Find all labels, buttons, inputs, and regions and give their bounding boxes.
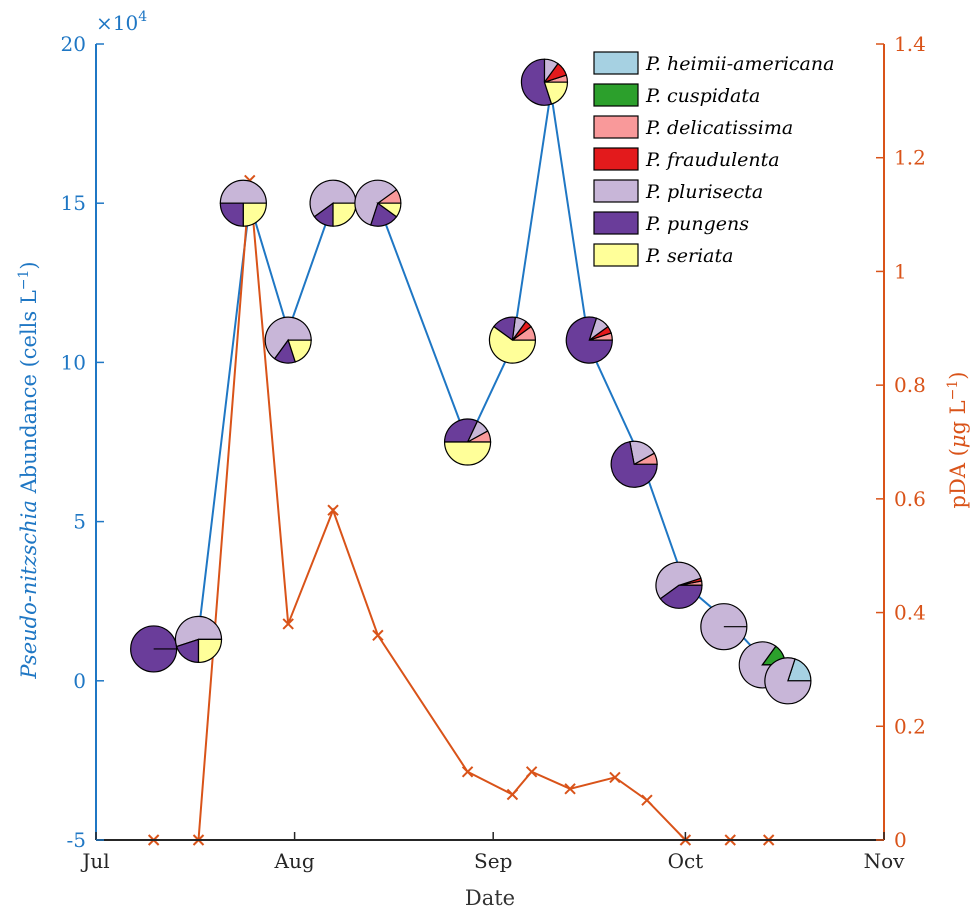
y-left-tick-label: -5 — [67, 828, 86, 852]
pie-slice — [197, 638, 223, 664]
y-right-tick-label: 1.4 — [894, 32, 926, 56]
y-left-tick-label: 0 — [73, 669, 86, 693]
species-pie — [488, 316, 537, 364]
legend: P. heimii-americana P. cuspidata P. delica… — [593, 51, 834, 267]
y-right-tick-label: 0.4 — [894, 601, 926, 625]
y-left-tick-label: 5 — [73, 510, 86, 534]
pda-marker — [327, 504, 339, 516]
y-right-tick-label: 0.6 — [894, 487, 926, 511]
y-right-tick-label: 1.2 — [894, 146, 926, 170]
legend-entry: P. delicatissima — [593, 115, 793, 139]
species-pie — [264, 316, 312, 364]
legend-swatch — [593, 243, 639, 267]
pie-slice — [219, 202, 244, 227]
x-tick-label: Jul — [80, 849, 109, 873]
species-pie — [174, 615, 223, 664]
pie-slice — [565, 316, 613, 364]
y-right-label: pDA (μg L−1) — [945, 372, 970, 509]
pie-slice — [287, 339, 312, 363]
species-pie — [610, 440, 658, 488]
pie-slice — [264, 316, 312, 360]
legend-label: P. heimii-americana — [645, 53, 834, 75]
pie-slice — [242, 202, 267, 227]
x-tick-label: Sep — [474, 849, 512, 873]
species-pie — [309, 179, 357, 227]
pie-slice — [443, 441, 492, 466]
pie-slice — [376, 202, 402, 218]
y-right-tick-label: 0.8 — [894, 373, 926, 397]
pie-slice — [543, 81, 569, 105]
x-tick-label: Nov — [864, 849, 906, 873]
species-pie — [443, 418, 492, 466]
pie-slice — [309, 179, 357, 218]
legend-label: P. cuspidata — [645, 85, 760, 107]
legend-entry: P. plurisecta — [593, 179, 763, 203]
legend-label: P. fraudulenta — [645, 149, 780, 171]
legend-swatch — [593, 83, 639, 107]
legend-swatch — [593, 147, 639, 171]
y-right-tick-label: 1 — [894, 259, 907, 283]
x-tick-label: Aug — [274, 849, 315, 873]
pie-slice — [520, 58, 553, 106]
y-left-tick-label: 15 — [61, 191, 86, 215]
pda-line — [153, 180, 769, 841]
species-pie — [520, 58, 569, 106]
pda-marker — [564, 783, 576, 795]
pda-marker — [372, 629, 384, 642]
pie-slice — [655, 561, 702, 600]
y-left-tick-label: 10 — [61, 350, 86, 374]
species-pie — [130, 625, 178, 673]
species-pie — [354, 179, 402, 227]
species-pie — [700, 603, 748, 651]
x-axis-label: Date — [465, 886, 515, 910]
y-left-tick-label: 20 — [61, 32, 86, 56]
legend-entry: P. heimii-americana — [593, 51, 834, 75]
y-right-tick-label: 0.2 — [894, 714, 926, 738]
pie-slice — [659, 584, 703, 609]
legend-entry: P. cuspidata — [593, 83, 760, 107]
axes: Jul Aug Sep Oct Nov -5 0 5 10 15 20 0 0.2 0.4 0.6 0.8 1 1… — [61, 32, 926, 873]
legend-label: P. pungens — [645, 213, 749, 235]
species-pie — [565, 316, 613, 364]
pda-marker — [609, 771, 621, 784]
pda-marker — [282, 618, 294, 630]
x-tick-label: Oct — [668, 849, 704, 873]
legend-swatch — [593, 51, 639, 75]
y-left-multiplier: ×104 — [96, 9, 147, 35]
legend-entry: P. seriata — [593, 243, 733, 267]
legend-swatch — [593, 179, 639, 203]
pda-marker — [641, 794, 653, 806]
pie-slice — [354, 179, 398, 226]
pie-slice — [488, 325, 537, 364]
pda-series — [147, 174, 775, 846]
legend-entry: P. pungens — [593, 211, 749, 235]
legend-swatch — [593, 115, 639, 139]
pie-slice — [332, 202, 357, 227]
legend-label: P. delicatissima — [645, 117, 793, 139]
pda-marker — [461, 766, 474, 778]
y-left-label: Pseudo-nitzschia Abundance (cells L−1) — [16, 261, 41, 679]
legend-entry: P. fraudulenta — [593, 147, 780, 171]
species-pies — [130, 58, 812, 705]
legend-label: P. plurisecta — [645, 181, 763, 203]
species-pie — [655, 561, 703, 609]
pie-slice — [610, 440, 658, 488]
pda-marker — [525, 766, 538, 778]
pie-slice — [764, 657, 812, 705]
species-pie — [764, 657, 812, 705]
legend-swatch — [593, 211, 639, 235]
pie-slice — [219, 179, 267, 204]
species-pie — [219, 179, 267, 227]
legend-label: P. seriata — [645, 245, 733, 267]
y-right-tick-label: 0 — [894, 828, 907, 852]
pda-marker — [506, 788, 519, 801]
pie-slice — [443, 418, 479, 443]
